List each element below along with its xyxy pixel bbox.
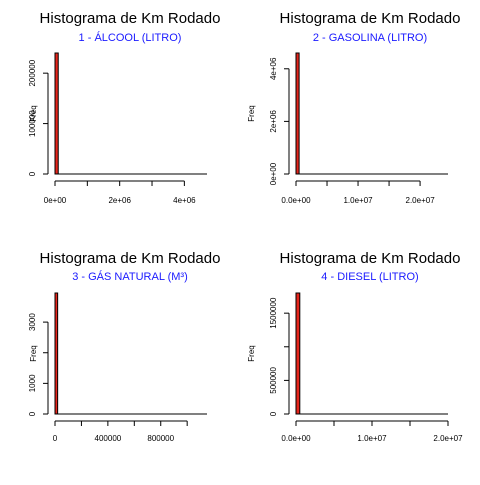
- chart-subtitle: 4 - DIESEL (LITRO): [321, 271, 418, 283]
- chart-title: Histograma de Km Rodado: [280, 10, 461, 27]
- y-tick-label: 1000: [28, 374, 37, 392]
- y-tick-label: 2e+06: [269, 110, 278, 133]
- x-tick-label: 0e+00: [44, 196, 67, 205]
- y-tick-label: 100000: [28, 110, 37, 137]
- y-axis-label: Freq: [247, 345, 256, 361]
- x-tick-label: 1.0e+07: [357, 434, 387, 443]
- histogram-bar: [54, 52, 59, 175]
- x-tick-label: 2.0e+07: [406, 196, 436, 205]
- chart-title: Histograma de Km Rodado: [40, 250, 221, 267]
- x-tick-label: 0.0e+00: [281, 196, 311, 205]
- y-axis-label: Freq: [247, 105, 256, 121]
- x-tick-label: 4e+06: [173, 196, 196, 205]
- y-tick-label: 0: [28, 171, 37, 176]
- histogram-panel-4: Histograma de Km Rodado 4 - DIESEL (LITRO…: [247, 250, 463, 443]
- x-tick-label: 1.0e+07: [343, 196, 373, 205]
- histogram-panel-2: Histograma de Km Rodado 2 - GASOLINA (LIT…: [247, 10, 460, 205]
- y-axis-label: Freq: [29, 105, 38, 121]
- x-tick-label: 800000: [147, 434, 174, 443]
- chart-title: Histograma de Km Rodado: [40, 10, 221, 27]
- histogram-bar: [295, 292, 301, 415]
- chart-subtitle: 1 - ÁLCOOL (LITRO): [79, 31, 182, 44]
- chart-title: Histograma de Km Rodado: [280, 250, 461, 267]
- x-tick-label: 0.0e+00: [281, 434, 311, 443]
- y-tick-label: 1500000: [269, 297, 278, 329]
- x-tick-label: 400000: [95, 434, 122, 443]
- histogram-panel-1: Histograma de Km Rodado 1 - ÁLCOOL (LITRO…: [28, 10, 220, 205]
- y-tick-label: 4e+06: [269, 57, 278, 80]
- histogram-bar: [54, 292, 59, 415]
- chart-subtitle: 3 - GÁS NATURAL (M³): [72, 270, 188, 283]
- y-tick-label: 0e+00: [269, 162, 278, 185]
- histogram-bar: [295, 52, 300, 175]
- x-tick-label: 0: [53, 434, 58, 443]
- x-tick-label: 2e+06: [108, 196, 131, 205]
- chart-subtitle: 2 - GASOLINA (LITRO): [313, 32, 427, 44]
- y-tick-label: 0: [28, 411, 37, 416]
- y-tick-label: 200000: [28, 59, 37, 86]
- y-tick-label: 3000: [28, 313, 37, 331]
- x-tick-label: 2.0e+07: [433, 434, 463, 443]
- y-axis-label: Freq: [29, 345, 38, 361]
- y-tick-label: 500000: [269, 366, 278, 393]
- histogram-panel-3: Histograma de Km Rodado 3 - GÁS NATURAL (…: [28, 250, 220, 443]
- y-tick-label: 0: [269, 411, 278, 416]
